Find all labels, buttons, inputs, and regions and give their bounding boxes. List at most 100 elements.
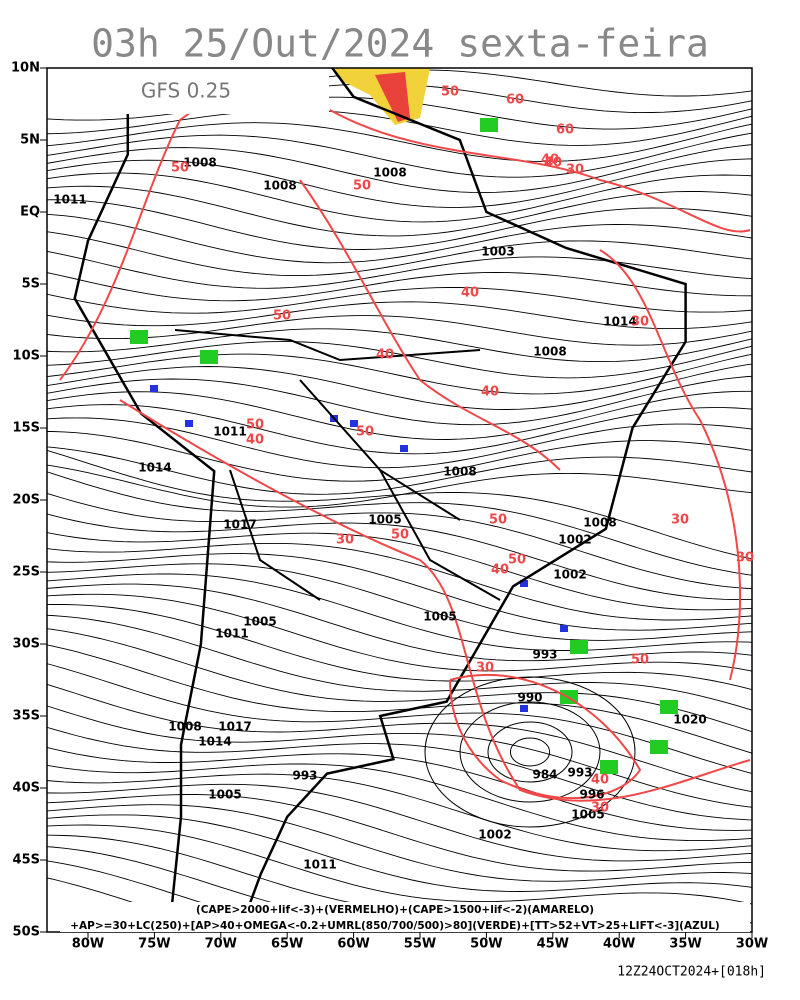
isobar-label: 1008 <box>373 166 406 180</box>
contour-label: 40 <box>461 286 479 301</box>
cape-area <box>375 72 410 122</box>
lon-label: 75W <box>138 937 170 952</box>
legend-box <box>60 902 750 932</box>
isobar <box>509 737 551 767</box>
contour-label: 50 <box>273 309 291 324</box>
contour-label: 50 <box>356 425 374 440</box>
cape-contour <box>119 399 751 802</box>
isobar-label: 993 <box>567 766 592 780</box>
lon-label: 60W <box>337 937 369 952</box>
streamline <box>47 431 752 482</box>
blue-area <box>350 420 358 427</box>
contour-label: 30 <box>336 533 354 548</box>
model-label: GFS 0.25 <box>141 79 231 103</box>
isobar-label: 1003 <box>481 245 514 259</box>
streamline <box>47 185 752 237</box>
isobar-label: 1008 <box>533 345 566 359</box>
isobar <box>424 676 636 828</box>
streamline <box>47 593 752 672</box>
isobar-label: 1011 <box>213 425 246 439</box>
isobar-label: 1020 <box>673 713 706 727</box>
isobar-label: 1014 <box>198 735 231 749</box>
cape-contour <box>329 109 751 233</box>
contour-label: 50 <box>171 161 189 176</box>
streamline <box>47 705 752 808</box>
contour-label: 50 <box>508 553 526 568</box>
isobar-label: 984 <box>532 768 557 782</box>
streamline <box>47 231 752 277</box>
streamline <box>47 353 752 395</box>
lon-label: 50W <box>470 937 502 952</box>
blue-area <box>150 385 158 392</box>
isobar-label: 1017 <box>223 518 256 532</box>
model-box <box>47 68 329 114</box>
lat-label: 20S <box>13 493 40 508</box>
lat-label: 50S <box>13 925 40 940</box>
isobar-label: 1005 <box>571 808 604 822</box>
lon-label: 45W <box>537 937 569 952</box>
contour-label: 40 <box>491 563 509 578</box>
streamline <box>47 287 752 314</box>
legend-line: (CAPE>2000+lif<-3)+(VERMELHO)+(CAPE>1500… <box>196 904 594 916</box>
lon-label: 40W <box>603 937 635 952</box>
lon-label: 80W <box>72 937 104 952</box>
streamline <box>47 783 752 862</box>
streamline <box>47 814 752 892</box>
isobar-label: 990 <box>517 691 542 705</box>
green-area <box>200 350 218 364</box>
lon-label: 30W <box>736 937 768 952</box>
streamline <box>47 417 752 469</box>
isobar-label: 1008 <box>183 156 216 170</box>
streamline <box>47 804 752 882</box>
contour-label: 50 <box>631 653 649 668</box>
cape-contour <box>599 249 741 681</box>
isobar-label: 1008 <box>168 720 201 734</box>
isobar-label: 1005 <box>423 610 456 624</box>
streamline <box>47 726 752 821</box>
streamline <box>47 375 752 426</box>
lat-label: 15S <box>13 421 40 436</box>
isobar-label: 1002 <box>478 828 511 842</box>
streamline <box>47 604 752 691</box>
isobar-label: 1008 <box>263 179 296 193</box>
contour-label: 30 <box>566 163 584 178</box>
streamline <box>47 272 752 302</box>
coastline <box>73 68 687 932</box>
streamline <box>47 773 752 852</box>
streamline <box>47 301 752 330</box>
streamline <box>47 449 752 560</box>
border <box>174 329 501 601</box>
streamline <box>47 315 752 346</box>
streamline <box>47 492 752 590</box>
streamline <box>47 341 752 379</box>
streamline <box>47 614 752 711</box>
streamline <box>47 746 752 831</box>
streamline <box>47 563 752 641</box>
lat-label: 10N <box>11 61 40 76</box>
streamline <box>47 542 752 621</box>
blue-area <box>520 580 528 587</box>
lat-label: 25S <box>13 565 40 580</box>
isobar-label: 1011 <box>303 858 336 872</box>
streamline <box>47 122 752 162</box>
streamline <box>47 628 752 733</box>
lat-label: 45S <box>13 853 40 868</box>
contour-label: 40 <box>541 153 559 168</box>
isobar-label: 993 <box>532 648 557 662</box>
streamline <box>47 683 752 793</box>
isobar-label: 1014 <box>138 461 171 475</box>
streamline <box>47 583 752 662</box>
legend-line: +AP>=30+LC(250)+[AP>40+OMEGA<-0.2+UMRL(8… <box>70 920 719 932</box>
isobar-label: 1011 <box>215 627 248 641</box>
contour-label: 60 <box>506 93 524 108</box>
contour-label: 40 <box>544 156 562 171</box>
streamline <box>47 158 752 208</box>
green-area <box>660 700 678 714</box>
isobar <box>487 721 573 783</box>
isobar-label: 1002 <box>553 568 586 582</box>
streamline <box>47 794 752 872</box>
lat-label: 10S <box>13 349 40 364</box>
streamline <box>47 328 752 363</box>
streamline <box>47 144 752 194</box>
